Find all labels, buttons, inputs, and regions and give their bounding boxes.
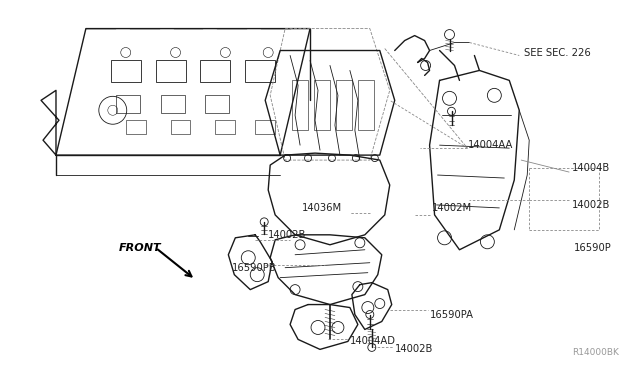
- Text: 16590PB: 16590PB: [232, 263, 277, 273]
- Text: 16590P: 16590P: [574, 243, 612, 253]
- Text: FRONT: FRONT: [119, 243, 161, 253]
- Text: 14002B: 14002B: [395, 344, 433, 355]
- Text: 14036M: 14036M: [302, 203, 342, 213]
- Bar: [336, 80, 352, 130]
- Bar: [255, 120, 275, 134]
- Text: 14002B: 14002B: [268, 230, 307, 240]
- Bar: [125, 120, 146, 134]
- Bar: [292, 80, 308, 130]
- Text: 14004B: 14004B: [572, 163, 611, 173]
- Bar: [171, 120, 191, 134]
- Text: R14000BK: R14000BK: [572, 348, 619, 357]
- Text: SEE SEC. 226: SEE SEC. 226: [524, 48, 591, 58]
- Text: 14004AD: 14004AD: [350, 336, 396, 346]
- Bar: [314, 80, 330, 130]
- Bar: [111, 61, 141, 82]
- Text: 16590PA: 16590PA: [429, 310, 474, 320]
- Bar: [245, 61, 275, 82]
- Bar: [358, 80, 374, 130]
- Bar: [200, 61, 230, 82]
- Bar: [216, 120, 236, 134]
- Bar: [116, 95, 140, 113]
- Bar: [156, 61, 186, 82]
- Text: 14004AA: 14004AA: [467, 140, 513, 150]
- Text: 14002B: 14002B: [572, 200, 611, 210]
- Bar: [161, 95, 184, 113]
- Text: 14002M: 14002M: [431, 203, 472, 213]
- Bar: [205, 95, 229, 113]
